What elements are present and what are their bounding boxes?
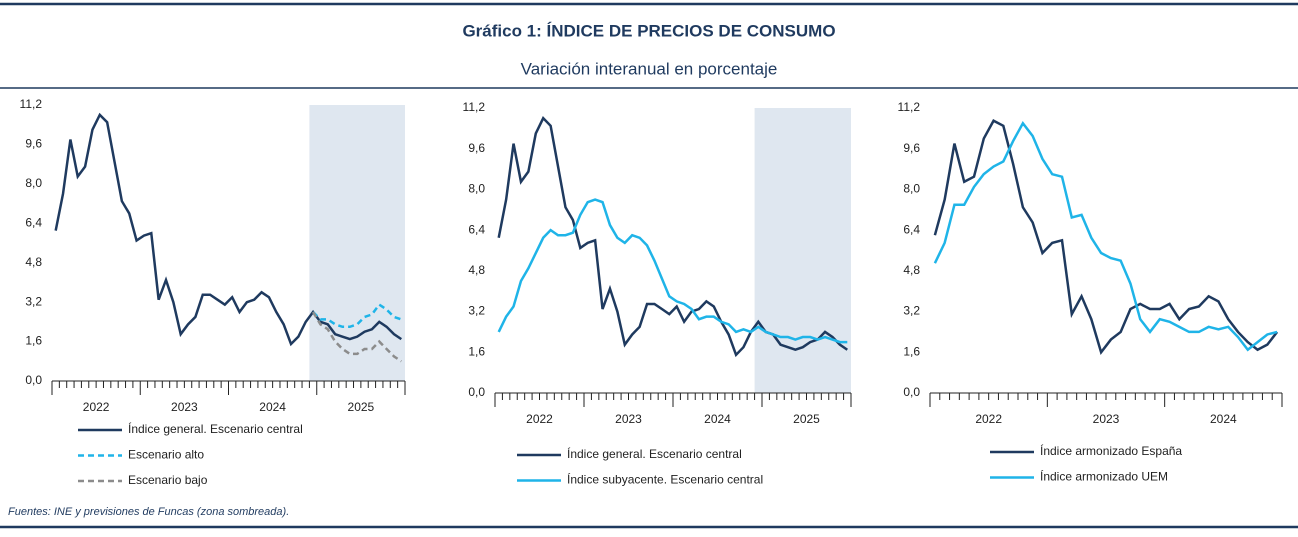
y-tick-label: 4,8 <box>25 255 42 269</box>
y-tick-label: 0,0 <box>25 373 42 387</box>
y-tick-label: 8,0 <box>903 182 920 196</box>
y-tick-label: 3,2 <box>25 294 42 308</box>
y-tick-label: 1,6 <box>468 344 485 358</box>
legend-label: Índice subyacente. Escenario central <box>567 472 763 487</box>
y-tick-label: 6,4 <box>468 222 485 236</box>
forecast-shade <box>309 105 405 381</box>
x-tick-label: 2022 <box>83 400 110 414</box>
x-tick-label: 2022 <box>975 412 1002 426</box>
legend-label: Índice armonizado UEM <box>1040 469 1168 484</box>
series-line <box>311 311 403 363</box>
y-tick-label: 4,8 <box>468 263 485 277</box>
y-tick-label: 9,6 <box>25 137 42 151</box>
x-tick-label: 2024 <box>1210 412 1237 426</box>
y-tick-label: 1,6 <box>25 334 42 348</box>
y-tick-label: 9,6 <box>468 141 485 155</box>
x-tick-label: 2022 <box>526 412 553 426</box>
y-tick-label: 3,2 <box>903 304 920 318</box>
legend-label: Índice general. Escenario central <box>567 446 742 461</box>
series-line <box>497 198 848 344</box>
figure-title: Gráfico 1: ÍNDICE DE PRECIOS DE CONSUMO <box>462 21 835 40</box>
y-tick-label: 0,0 <box>903 385 920 399</box>
y-tick-label: 11,2 <box>463 100 486 114</box>
figure-subtitle: Variación interanual en porcentaje <box>521 59 778 78</box>
legend-label: Índice general. Escenario central <box>128 421 303 436</box>
y-tick-label: 11,2 <box>20 97 43 111</box>
y-tick-label: 4,8 <box>903 263 920 277</box>
x-tick-label: 2025 <box>348 400 375 414</box>
x-tick-label: 2023 <box>615 412 642 426</box>
series-line <box>933 120 1278 352</box>
y-tick-label: 11,2 <box>898 100 921 114</box>
x-tick-label: 2025 <box>793 412 820 426</box>
x-tick-label: 2024 <box>259 400 286 414</box>
y-tick-label: 8,0 <box>468 182 485 196</box>
legend-label: Escenario bajo <box>128 473 208 487</box>
x-tick-label: 2023 <box>1093 412 1120 426</box>
y-tick-label: 8,0 <box>25 176 42 190</box>
x-tick-label: 2024 <box>704 412 731 426</box>
forecast-shade <box>754 108 851 393</box>
y-tick-label: 6,4 <box>25 215 42 229</box>
footnote: Fuentes: INE y previsiones de Funcas (zo… <box>8 506 289 518</box>
y-tick-label: 0,0 <box>468 385 485 399</box>
y-tick-label: 1,6 <box>903 344 920 358</box>
legend-label: Índice armonizado España <box>1040 443 1182 458</box>
y-tick-label: 3,2 <box>468 304 485 318</box>
legend-label: Escenario alto <box>128 448 204 462</box>
y-tick-label: 9,6 <box>903 141 920 155</box>
x-tick-label: 2023 <box>171 400 198 414</box>
y-tick-label: 6,4 <box>903 222 920 236</box>
series-line <box>497 116 848 358</box>
series-line <box>54 112 403 347</box>
series-line <box>933 119 1279 355</box>
